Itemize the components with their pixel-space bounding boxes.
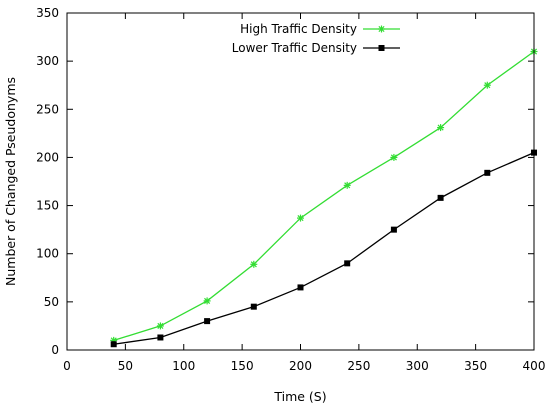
data-point	[250, 260, 258, 268]
data-point	[390, 153, 398, 161]
data-point	[484, 169, 491, 176]
data-point	[343, 181, 351, 189]
x-tick-label: 50	[118, 359, 133, 373]
x-axis-label: Time (S)	[273, 389, 326, 404]
y-tick-label: 0	[51, 343, 59, 357]
data-point	[344, 260, 351, 267]
data-point	[390, 226, 397, 233]
x-tick-label: 300	[406, 359, 429, 373]
y-tick-label: 350	[36, 6, 59, 20]
data-point	[250, 303, 257, 310]
y-tick-label: 250	[36, 102, 59, 116]
data-point	[297, 214, 304, 222]
x-tick-label: 0	[63, 359, 71, 373]
axis-ticks: 0 50 100 150 200 250 300 350 400 0 50 100 150 200 250 3…	[36, 6, 545, 373]
legend: High Traffic Density Lower Traffic Densit…	[232, 22, 400, 55]
y-tick-label: 50	[44, 295, 59, 309]
x-tick-label: 200	[289, 359, 312, 373]
data-point	[203, 297, 211, 305]
y-tick-label: 150	[36, 199, 59, 213]
data-point	[204, 318, 211, 325]
x-tick-label: 150	[231, 359, 254, 373]
plot-frame	[66, 12, 535, 351]
data-point	[110, 341, 117, 348]
y-tick-label: 300	[36, 54, 59, 68]
legend-marker	[378, 25, 385, 33]
data-point	[297, 284, 304, 291]
legend-marker	[378, 45, 385, 51]
data-point	[437, 124, 445, 132]
series-layer	[110, 48, 538, 348]
y-tick-label: 200	[36, 150, 59, 164]
series-high-traffic	[110, 48, 538, 344]
y-tick-label: 100	[36, 247, 59, 261]
legend-label: Lower Traffic Density	[232, 41, 357, 55]
data-point	[157, 334, 164, 341]
x-tick-label: 250	[347, 359, 370, 373]
data-point	[437, 194, 444, 201]
series-line	[113, 152, 535, 345]
x-tick-label: 100	[172, 359, 195, 373]
series-line	[113, 50, 535, 341]
x-tick-label: 350	[464, 359, 487, 373]
legend-label: High Traffic Density	[240, 22, 357, 36]
data-point	[156, 322, 164, 330]
y-axis-label: Number of Changed Pseudonyms	[3, 77, 18, 286]
x-tick-label: 400	[523, 359, 546, 373]
data-point	[483, 81, 491, 89]
